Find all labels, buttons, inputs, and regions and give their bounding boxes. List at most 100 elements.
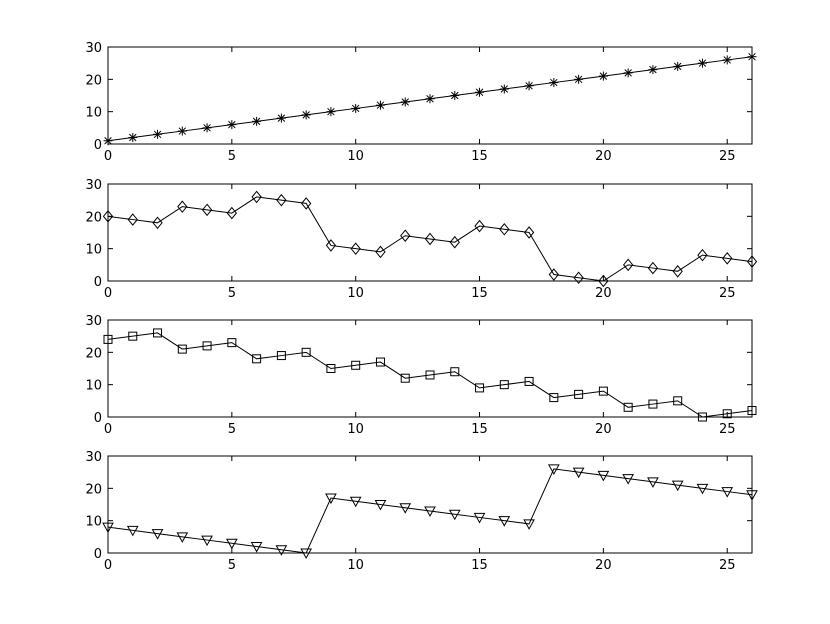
data-point [301,347,311,357]
data-point [746,490,758,501]
data-point [597,470,610,482]
y-tick-label: 0 [94,547,102,562]
data-point [276,113,286,123]
data-point [499,222,510,236]
data-point [226,206,237,220]
data-point [524,81,534,91]
x-tick-label: 25 [719,558,736,573]
y-tick-label: 30 [85,41,102,56]
data-point [326,364,336,373]
x-tick-label: 0 [104,149,112,164]
data-point [400,97,410,107]
data-point [424,506,436,517]
data-point [673,396,683,406]
x-tick-label: 10 [347,558,364,573]
data-point [574,74,584,84]
x-tick-label: 15 [471,558,488,573]
data-point [448,509,461,521]
data-point [623,402,633,412]
data-point [696,483,709,495]
x-tick-label: 0 [104,422,112,437]
y-tick-label: 10 [85,106,102,121]
data-point [227,120,237,130]
data-point [475,383,485,393]
data-point [252,354,262,364]
data-point [549,393,559,403]
data-point [176,532,189,543]
y-tick-label: 30 [85,178,102,193]
axes-frame [107,319,753,418]
data-point [400,373,410,383]
data-point [326,107,336,117]
x-tick-label: 5 [228,286,236,301]
data-point [201,535,213,547]
data-point [153,328,163,338]
x-tick-label: 25 [719,149,736,164]
data-point [573,271,584,285]
data-point [424,232,436,246]
series-markers [102,190,758,288]
data-point [474,219,485,233]
data-point [572,467,585,479]
y-tick-label: 0 [94,275,102,290]
data-point [425,370,435,380]
data-point [647,477,659,488]
x-tick-label: 10 [347,422,364,437]
y-tick-label: 10 [85,379,102,394]
data-point [721,487,734,498]
axes-frame [107,46,753,145]
y-tick-label: 0 [94,411,102,426]
data-point [548,268,559,281]
x-tick-label: 25 [719,286,736,301]
x-tick-label: 5 [228,558,236,573]
data-point [251,190,262,204]
data-point [623,258,634,272]
series-line [107,468,753,554]
x-tick-label: 10 [347,286,364,301]
series-markers [102,464,758,560]
x-tick-label: 0 [104,558,112,573]
data-point [623,68,633,78]
x-tick-label: 0 [104,286,112,301]
subplot-1: 0 5 10 15 20 25 0 10 20 30 [85,41,757,164]
x-tick-label: 20 [595,286,612,301]
data-point [152,216,163,230]
data-point [598,71,608,81]
y-tick-label: 30 [85,450,102,465]
y-tick-label: 10 [85,243,102,258]
data-point [722,55,732,65]
data-point [301,197,312,210]
x-tick-label: 15 [471,149,488,164]
data-point [648,65,658,75]
data-point [598,274,609,288]
data-point [375,100,385,110]
data-point [473,512,486,524]
data-point [499,84,509,94]
data-point [350,242,361,255]
y-tick-label: 0 [94,138,102,153]
data-point [647,261,659,275]
data-point [351,360,361,370]
data-point [450,91,460,100]
data-point [449,235,460,249]
data-point [375,357,385,367]
data-point [177,344,187,354]
data-point [672,265,683,278]
data-point [126,525,139,537]
data-point [202,341,212,351]
x-tick-label: 20 [595,558,612,573]
data-point [153,129,163,139]
x-tick-label: 20 [595,422,612,437]
data-point [128,133,138,143]
axes-frame [107,455,753,554]
data-point [475,87,485,97]
x-tick-label: 15 [471,422,488,437]
subplot-4: 0 5 10 15 20 25 0 10 20 30 [85,450,758,573]
series-markers [103,52,757,146]
x-tick-label: 10 [347,149,364,164]
data-point [598,386,608,396]
x-tick-label: 15 [471,286,488,301]
data-point [498,516,511,527]
